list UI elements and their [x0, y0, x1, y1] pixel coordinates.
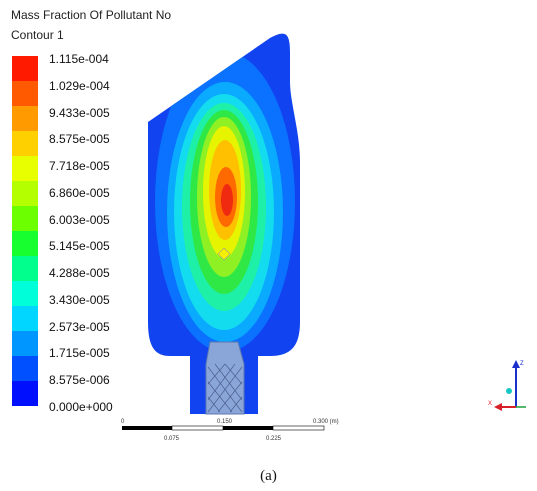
plot-subtitle: Contour 1	[11, 28, 64, 42]
scale-label-bottom-1: 0.225	[266, 436, 282, 442]
legend-swatch	[12, 331, 38, 357]
probe-marker	[217, 247, 231, 261]
axis-x-label: X	[488, 401, 492, 407]
legend-label: 3.430e-005	[49, 292, 110, 307]
legend-swatch	[12, 131, 38, 157]
legend-label: 7.718e-005	[49, 159, 110, 174]
legend-swatch	[12, 356, 38, 382]
legend-label: 9.433e-005	[49, 105, 110, 120]
legend-swatch	[12, 156, 38, 182]
legend-label: 2.573e-005	[49, 319, 110, 334]
contour-plot	[148, 33, 300, 415]
legend-swatch	[12, 256, 38, 282]
legend-swatch	[12, 181, 38, 207]
legend-swatch	[12, 281, 38, 307]
legend-label: 6.860e-005	[49, 185, 110, 200]
scale-label-bottom-0: 0.075	[164, 436, 180, 442]
legend-label: 8.575e-005	[49, 132, 110, 147]
legend-label: 6.003e-005	[49, 212, 110, 227]
legend-label: 1.029e-004	[49, 78, 110, 93]
legend-label: 1.715e-005	[49, 346, 110, 361]
injector	[205, 341, 245, 415]
axis-z-label: Z	[520, 361, 524, 367]
scale-segment-2	[171, 425, 224, 431]
legend-swatch	[12, 81, 38, 107]
legend-label: 8.575e-006	[49, 373, 110, 388]
legend-swatch	[12, 106, 38, 132]
legend-swatch	[12, 306, 38, 332]
figure-caption: (a)	[260, 468, 277, 484]
scale-label-top-2: 0.300 (m)	[313, 419, 339, 425]
legend-label: 5.145e-005	[49, 239, 110, 254]
scale-bar: 0 0.150 0.300 (m) 0.075 0.225	[121, 419, 339, 442]
scale-label-top-0: 0	[121, 419, 125, 425]
legend-swatch	[12, 56, 38, 82]
legend-swatch	[12, 206, 38, 232]
legend-swatch	[12, 381, 38, 406]
legend-colorbar	[12, 56, 38, 406]
scale-label-top-1: 0.150	[217, 419, 233, 425]
scale-segment-4	[272, 425, 325, 431]
axis-origin-icon	[506, 388, 512, 394]
axis-triad: Z X	[488, 360, 526, 411]
plot-title: Mass Fraction Of Pollutant No	[11, 8, 172, 22]
legend-swatch	[12, 231, 38, 257]
legend-label: 1.115e-004	[49, 52, 109, 66]
legend-labels: 1.115e-004 1.029e-004 9.433e-005 8.575e-005…	[49, 52, 169, 414]
legend-label: 0.000e+000	[49, 400, 113, 414]
scale-segment-3	[223, 426, 273, 430]
scale-segment-1	[122, 426, 172, 430]
legend-label: 4.288e-005	[49, 266, 110, 281]
